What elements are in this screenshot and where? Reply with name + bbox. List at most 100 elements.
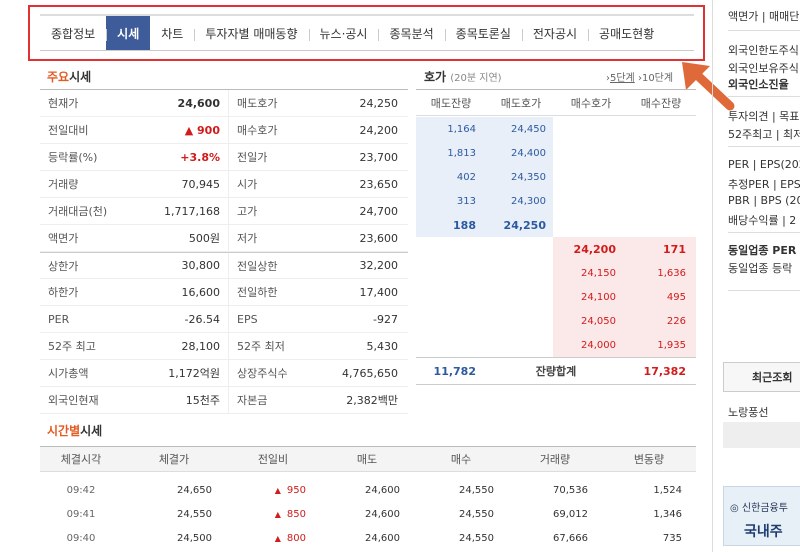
right-panel-line: 투자의견 | 목표 xyxy=(728,110,800,123)
title-rest: 시세 xyxy=(69,70,92,84)
time-change: ▲ 850 xyxy=(226,504,320,524)
main-row: 52주 최고 28,100 52주 최저 5,430 xyxy=(40,333,408,360)
main-row: 외국인현재 15천주 자본금 2,382백만 xyxy=(40,387,408,414)
orderbook-title: 호가 (20분 지연) xyxy=(424,68,502,85)
time-cell: 09:41 xyxy=(66,508,96,520)
step10-link[interactable]: 10단계 xyxy=(641,73,674,84)
recent-tab[interactable]: 최근조회 xyxy=(723,362,800,392)
ad-line1: ◎ 신한금융투 xyxy=(730,499,788,514)
main-value: 28,100 xyxy=(149,333,229,359)
bid-spacer xyxy=(416,285,556,309)
bid-spacer xyxy=(416,333,556,357)
orderbook-steps: ›5단계 ›10단계 xyxy=(606,69,673,84)
main-value: 32,200 xyxy=(359,259,399,272)
bid-price: 24,000 xyxy=(581,339,616,351)
main-label: 상한가 xyxy=(40,253,149,278)
main-label: 시가 xyxy=(237,178,258,191)
time-change-value: 800 xyxy=(286,532,306,544)
ad-line1-text: 신한금융투 xyxy=(741,503,788,514)
main-value: +3.8% xyxy=(149,144,229,170)
ask-volume: 402 xyxy=(456,171,476,183)
main-row: 거래량 70,945 시가 23,650 xyxy=(40,171,408,198)
orderbook-header: 매도잔량 매도호가 매수호가 매수잔량 xyxy=(416,89,696,116)
orderbook-header-cell: 매수잔량 xyxy=(640,96,682,110)
total-ask: 11,782 xyxy=(433,364,476,378)
orderbook-total: 11,782 잔량합계 17,382 xyxy=(416,357,696,385)
ad-banner[interactable]: ◎ 신한금융투 국내주 xyxy=(723,486,800,546)
time-row: 09:40 24,500 ▲ 800 24,600 24,550 67,666 735 xyxy=(40,528,696,548)
ask-price: 24,450 xyxy=(511,123,546,135)
main-label: 거래량 xyxy=(40,171,149,197)
recent-empty-row xyxy=(723,422,800,448)
ask-row: 402 24,350 xyxy=(416,165,696,189)
title-rest: 시세 xyxy=(80,424,103,438)
time-header-cell: 전일비 xyxy=(257,453,289,466)
up-arrow-icon: ▲ xyxy=(274,485,281,495)
recent-item[interactable]: 노랑풍선 xyxy=(728,406,769,419)
step5-link[interactable]: 5단계 xyxy=(610,73,635,84)
main-value: 24,600 xyxy=(149,90,229,116)
time-quotes-header: 체결시각 체결가 전일비 매도 매수 거래량 변동량 xyxy=(40,446,696,472)
right-panel-line: 외국인소진율 xyxy=(728,78,789,91)
time-change-value: 850 xyxy=(286,508,306,520)
bid-volume: 226 xyxy=(666,315,686,327)
time-cell: 1,524 xyxy=(653,484,682,496)
bid-background xyxy=(553,237,696,357)
time-cell: 24,550 xyxy=(459,484,494,496)
tab-6[interactable]: 종목토론실 xyxy=(444,16,522,50)
up-arrow-icon: ▲ xyxy=(274,533,281,543)
main-value: 15천주 xyxy=(149,387,229,413)
main-label: 현재가 xyxy=(40,90,149,116)
time-cell: 24,600 xyxy=(365,484,400,496)
time-quotes-title: 시간별시세 xyxy=(47,422,102,439)
tab-8[interactable]: 공매도현황 xyxy=(588,16,665,50)
tab-7[interactable]: 전자공시 xyxy=(521,16,588,50)
right-panel-divider xyxy=(728,290,800,291)
right-panel-divider xyxy=(728,96,800,97)
main-label: 전일가 xyxy=(237,151,268,164)
main-value: 17,400 xyxy=(359,285,399,299)
main-row: 시가총액 1,172억원 상장주식수 4,765,650 xyxy=(40,360,408,387)
main-row: 액면가 500원 저가 23,600 xyxy=(40,225,408,252)
main-value: ▲ 900 xyxy=(149,117,229,143)
time-cell: 09:42 xyxy=(66,484,96,496)
tab-4[interactable]: 뉴스·공시 xyxy=(308,16,379,50)
ask-price: 24,350 xyxy=(511,171,546,183)
arrow-icon xyxy=(682,62,735,111)
right-panel-line: 액면가 | 매매단 xyxy=(728,10,800,23)
ask-background xyxy=(416,117,553,237)
bid-row: 24,100 495 xyxy=(416,285,696,309)
up-arrow-icon: ▲ xyxy=(274,509,281,519)
time-cell: 24,550 xyxy=(459,532,494,544)
main-value: 23,700 xyxy=(359,150,399,164)
time-header-cell: 체결가 xyxy=(158,453,190,466)
time-row: 09:41 24,550 ▲ 850 24,600 24,550 69,012 1,346 xyxy=(40,504,696,524)
right-panel-line: PER | EPS(202 xyxy=(728,158,800,171)
main-label: 액면가 xyxy=(40,225,149,251)
tab-1[interactable]: 시세 xyxy=(106,16,151,50)
total-label: 잔량합계 xyxy=(535,365,577,378)
main-row: PER -26.54 EPS -927 xyxy=(40,306,408,333)
step-arrow-icon: › xyxy=(637,73,642,84)
orderbook-header-cell: 매도호가 xyxy=(500,96,542,110)
time-header-cell: 체결시각 xyxy=(60,453,102,466)
time-cell: 24,550 xyxy=(177,508,212,520)
bid-volume: 495 xyxy=(666,291,686,303)
orderbook-header-cell: 매수호가 xyxy=(570,96,612,110)
tab-5[interactable]: 종목분석 xyxy=(378,16,444,50)
tab-2[interactable]: 차트 xyxy=(161,26,184,41)
right-panel-line: 외국인보유주식 xyxy=(728,62,799,75)
ask-volume: 1,164 xyxy=(447,123,476,135)
tab-3[interactable]: 투자자별 매매동향 xyxy=(194,16,308,50)
main-label: PER xyxy=(40,306,149,332)
bid-spacer xyxy=(416,309,556,333)
main-value: 23,650 xyxy=(359,177,399,191)
main-label: 매수호가 xyxy=(237,124,278,137)
bank-logo-icon: ◎ xyxy=(730,503,739,514)
main-quotes-table: 현재가 24,600 매도호가 24,250 전일대비 ▲ 900 매수호가 24,200 등락… xyxy=(40,89,408,414)
total-bid: 17,382 xyxy=(643,364,686,378)
tab-0[interactable]: 종합정보 xyxy=(51,26,96,41)
main-label: 전일상한 xyxy=(237,259,278,273)
main-label: 저가 xyxy=(237,232,258,245)
right-panel-line: 외국인한도주식 xyxy=(728,44,799,57)
